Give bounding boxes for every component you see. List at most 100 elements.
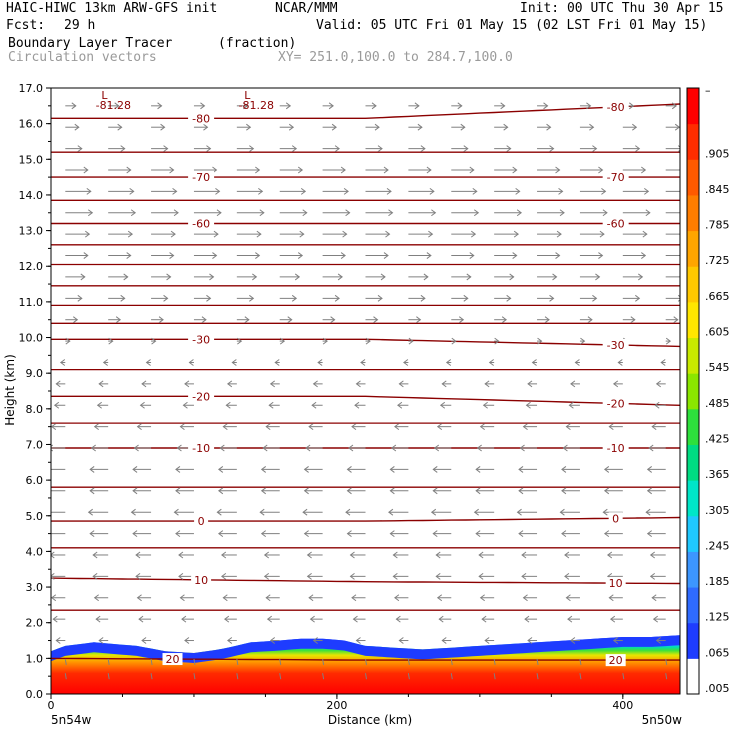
circulation-vector-head bbox=[345, 508, 351, 516]
vectors-label: Circulation vectors bbox=[8, 50, 157, 65]
circulation-vector-head bbox=[51, 572, 55, 580]
circulation-vector-head bbox=[527, 637, 533, 644]
circulation-vector-head bbox=[478, 551, 484, 559]
circulation-vector-head bbox=[451, 337, 457, 345]
circulation-vector-head bbox=[482, 401, 488, 409]
colorbar-top-label: – bbox=[705, 84, 711, 97]
circulation-vector-head bbox=[488, 359, 494, 366]
circulation-vector-head bbox=[206, 145, 212, 152]
circulation-vector-head bbox=[52, 615, 58, 623]
circulation-vector-head bbox=[317, 359, 323, 366]
circulation-vector-head bbox=[72, 316, 79, 324]
circulation-vector-head bbox=[463, 145, 469, 152]
circulation-vector-head bbox=[555, 252, 561, 259]
circulation-vector-head bbox=[351, 423, 357, 431]
circulation-vector bbox=[450, 658, 453, 665]
circulation-vector-head bbox=[302, 508, 308, 516]
circulation-vector-head bbox=[71, 102, 77, 110]
circulation-vector-head bbox=[565, 423, 571, 431]
circulation-vector-head bbox=[218, 530, 224, 537]
circulation-vector-head bbox=[484, 637, 490, 644]
circulation-vector-head bbox=[646, 487, 653, 495]
circulation-vector-head bbox=[469, 252, 475, 259]
colorbar-segment bbox=[687, 622, 699, 659]
circulation-vector-head bbox=[115, 316, 122, 324]
circulation-vector-head bbox=[428, 230, 434, 238]
circulation-vector-head bbox=[108, 337, 114, 345]
circulation-vector-head bbox=[259, 508, 265, 516]
circulation-vector-head bbox=[606, 551, 613, 559]
contour-label-bg bbox=[191, 573, 212, 586]
colorbar-segment bbox=[687, 230, 699, 267]
circulation-vector-head bbox=[173, 209, 179, 217]
circulation-vector-head bbox=[348, 444, 354, 452]
circulation-vector-head bbox=[132, 487, 138, 495]
circulation-vector-head bbox=[432, 487, 438, 495]
circulation-vector-head bbox=[457, 102, 463, 110]
circulation-vector-head bbox=[179, 423, 185, 431]
circulation-vector-head bbox=[589, 123, 595, 131]
circulation-vector-head bbox=[642, 230, 648, 238]
circulation-vector-head bbox=[77, 294, 83, 302]
circulation-vector-head bbox=[587, 316, 593, 324]
x-tick-label: 200 bbox=[326, 699, 347, 712]
circulation-vector-head bbox=[500, 102, 506, 110]
colorbar-segment bbox=[687, 515, 699, 552]
contour-label-10: 10 bbox=[609, 577, 623, 590]
circulation-vector-head bbox=[346, 530, 352, 537]
circulation-vector-head bbox=[170, 230, 176, 238]
circulation-vector-head bbox=[655, 637, 662, 644]
circulation-vector-head bbox=[568, 401, 574, 409]
x-right-endpoint: 5n50w bbox=[642, 713, 683, 727]
circulation-vector-head bbox=[303, 530, 309, 537]
circulation-vector-head bbox=[269, 637, 276, 644]
circulation-vector-head bbox=[65, 337, 71, 345]
fcst-label: Fcst: bbox=[6, 18, 46, 33]
circulation-vector-head bbox=[645, 508, 651, 516]
circulation-vector-head bbox=[117, 123, 123, 131]
circulation-vector-head bbox=[218, 466, 224, 473]
colorbar-label: .245 bbox=[705, 539, 730, 552]
circulation-vector-head bbox=[342, 230, 348, 238]
y-tick-label: 0.0 bbox=[26, 688, 44, 701]
circulation-vector-head bbox=[169, 252, 175, 259]
temperature-contour--80 bbox=[51, 103, 680, 119]
colorbar-segment bbox=[687, 194, 699, 232]
circulation-vector-head bbox=[206, 294, 212, 302]
circulation-vector-head bbox=[475, 466, 481, 473]
circulation-vector-head bbox=[506, 145, 512, 152]
circulation-vector bbox=[493, 658, 496, 665]
circulation-vector-head bbox=[365, 337, 371, 345]
circulation-vector-head bbox=[521, 572, 527, 580]
circulation-vector-head bbox=[660, 359, 666, 366]
circulation-vector-head bbox=[92, 551, 98, 559]
circulation-vector-head bbox=[345, 209, 351, 217]
circulation-vector-head bbox=[355, 637, 361, 644]
circulation-vector bbox=[64, 673, 67, 680]
circulation-vector-head bbox=[311, 401, 317, 409]
contour-label--60: -60 bbox=[607, 217, 625, 230]
circulation-vector bbox=[579, 658, 582, 665]
circulation-vector-head bbox=[330, 316, 336, 324]
circulation-vector-head bbox=[138, 615, 144, 623]
colorbar-segment bbox=[687, 480, 699, 517]
circulation-vector-head bbox=[470, 230, 477, 238]
circulation-vector-head bbox=[328, 102, 334, 110]
circulation-vector-head bbox=[481, 615, 487, 623]
circulation-vector-head bbox=[562, 444, 568, 452]
colorbar-segment bbox=[687, 123, 699, 160]
circulation-vector-head bbox=[209, 273, 215, 281]
circulation-vector-head bbox=[222, 423, 228, 431]
circulation-vector-head bbox=[169, 166, 175, 174]
circulation-vector-head bbox=[519, 444, 525, 452]
circulation-vector-head bbox=[175, 530, 181, 537]
circulation-vector-head bbox=[93, 594, 99, 602]
circulation-vector-head bbox=[599, 230, 605, 238]
circulation-vector-head bbox=[306, 551, 312, 559]
circulation-vector-head bbox=[552, 273, 558, 281]
circulation-vector-head bbox=[544, 316, 550, 324]
circulation-vector-head bbox=[595, 273, 601, 281]
circulation-vector-head bbox=[126, 252, 132, 259]
circulation-vector-head bbox=[671, 102, 678, 110]
colorbar-segment bbox=[687, 408, 699, 445]
